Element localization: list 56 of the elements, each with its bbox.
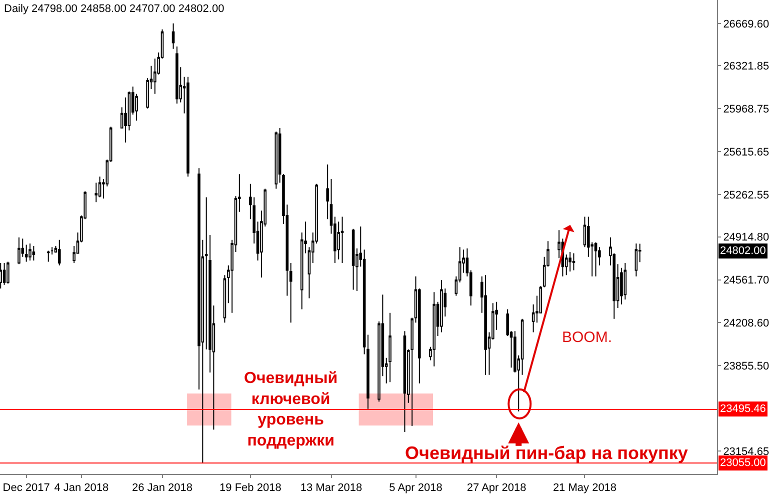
candlestick <box>186 76 190 178</box>
candlestick <box>46 250 50 262</box>
candlestick <box>274 131 278 190</box>
y-tick-label: 26321.85 <box>723 60 770 73</box>
candlestick <box>403 330 406 433</box>
chart-title: Daily 24798.00 24858.00 24707.00 24802.00 <box>4 3 224 15</box>
candlestick <box>172 22 175 50</box>
candlestick <box>620 267 623 305</box>
candlestick <box>337 221 340 260</box>
candlestick <box>32 245 36 262</box>
candlestick <box>440 280 443 333</box>
candlestick <box>388 312 392 383</box>
x-tick-label: 21 May 2018 <box>552 482 617 494</box>
candlestick <box>223 274 226 324</box>
candlestick <box>24 244 28 262</box>
y-tick-label: 25968.75 <box>723 104 770 116</box>
candlestick <box>58 239 61 266</box>
candlestick <box>410 317 414 426</box>
ref-line-label: 23495.46 <box>720 403 766 415</box>
ref-line-label: 23055.00 <box>720 457 766 469</box>
y-tick-label: 26669.60 <box>723 18 770 30</box>
y-tick-label: 25262.55 <box>723 189 770 202</box>
x-tick-label: 27 Apr 2018 <box>466 482 526 494</box>
candlestick <box>6 261 10 284</box>
x-tick-label: 13 Mar 2018 <box>300 482 362 494</box>
x-tick-label: Dec 2017 <box>2 482 50 494</box>
y-tick-label: 24208.60 <box>723 318 770 330</box>
candlestick <box>340 216 344 264</box>
candlestick <box>18 236 20 265</box>
x-tick-label: 26 Jan 2018 <box>132 482 193 494</box>
candlestick <box>594 242 598 277</box>
candlestick <box>352 228 355 290</box>
candlestick <box>568 252 572 272</box>
text: 24802.00 <box>720 245 766 257</box>
candlestick <box>326 164 329 220</box>
candlestick <box>572 252 576 271</box>
candlestick <box>289 262 292 324</box>
y-tick-label: 23154.65 <box>723 446 770 458</box>
y-tick-label: 23855.50 <box>723 360 770 373</box>
candlestick <box>98 176 102 198</box>
x-tick-label: 4 Jan 2018 <box>54 482 109 494</box>
x-tick-label: 5 Apr 2018 <box>389 482 442 494</box>
candlestick <box>432 292 436 367</box>
candlestick <box>634 243 638 277</box>
annotation: Очевидный ключевой уровень поддержки <box>244 370 338 450</box>
y-tick-label: 24914.80 <box>723 232 770 244</box>
candlestick <box>28 243 32 262</box>
candlestick <box>484 274 487 376</box>
y-tick-label: 25615.65 <box>723 146 770 158</box>
annotation: BOOM. <box>562 329 612 346</box>
x-tick-label: 19 Feb 2018 <box>220 482 282 494</box>
candlestick <box>2 262 6 286</box>
candlestick <box>0 262 2 290</box>
candlestick <box>176 46 178 104</box>
y-tick-label: 24561.70 <box>723 274 770 287</box>
annotation: Очевидный пин-бар на покупку <box>405 443 688 463</box>
